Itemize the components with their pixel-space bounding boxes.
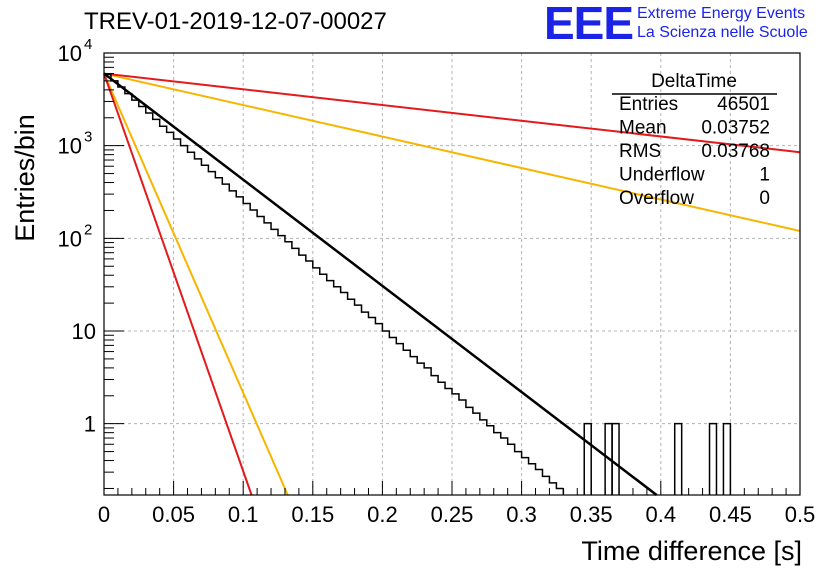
- y-tick-label: 10: [58, 226, 82, 251]
- chart-title: TREV-01-2019-12-07-00027: [84, 8, 387, 35]
- histogram-bin: [583, 422, 592, 495]
- y-tick-exponent: 2: [84, 221, 92, 238]
- x-tick-label: 0.5: [785, 502, 816, 527]
- y-tick-label: 10: [72, 319, 96, 344]
- x-tick-label: 0.25: [431, 502, 474, 527]
- reference-lines: [103, 72, 801, 496]
- yellow-line: [103, 73, 289, 496]
- eee-logo: EEE: [544, 0, 634, 49]
- stats-label: Mean: [619, 118, 667, 139]
- histogram-bin: [611, 422, 620, 495]
- x-axis-ticks: 0 0.05 0.1 0.15 0.2 0.25 0.3 0.35 0.4 0.45 0.5: [98, 481, 815, 527]
- x-tick-label: 0.2: [367, 502, 398, 527]
- stats-label: Underflow: [619, 165, 705, 186]
- y-tick-label: 1: [84, 412, 96, 437]
- stats-value: 46501: [717, 94, 770, 115]
- x-tick-label: 0.35: [570, 502, 613, 527]
- x-tick-label: 0.4: [646, 502, 677, 527]
- x-tick-label: 0.3: [506, 502, 537, 527]
- stats-value: 0.03752: [701, 118, 770, 139]
- stats-value: 1: [759, 165, 770, 186]
- red-line: [103, 73, 253, 496]
- yellow-line: [103, 72, 801, 232]
- logo-line-2: La Scienza nelle Scuole: [637, 24, 808, 41]
- x-tick-label: 0.15: [291, 502, 334, 527]
- histogram-bin: [673, 422, 683, 495]
- histogram-steps: [104, 73, 564, 490]
- x-tick-label: 0.05: [152, 502, 195, 527]
- x-axis-label: Time difference [s]: [581, 536, 802, 566]
- red-line: [103, 72, 801, 154]
- histogram-bin: [708, 422, 718, 495]
- stats-box: DeltaTime Entries 46501 Mean 0.03752 RMS 0.03…: [612, 71, 777, 209]
- y-tick-label: 10: [58, 134, 82, 159]
- y-tick-exponent: 3: [84, 129, 92, 146]
- stats-label: RMS: [619, 141, 661, 162]
- fit-line-segment: [103, 72, 658, 496]
- stats-label: Entries: [619, 94, 678, 115]
- stats-value: 0: [759, 188, 770, 209]
- fit-line: [103, 72, 658, 496]
- y-tick-exponent: 4: [84, 36, 92, 53]
- x-tick-label: 0: [98, 502, 110, 527]
- histogram-bin: [722, 422, 732, 495]
- x-tick-label: 0.45: [709, 502, 752, 527]
- x-tick-label: 0.1: [228, 502, 259, 527]
- stats-title: DeltaTime: [651, 71, 737, 92]
- grid-lines: [104, 53, 800, 495]
- stats-value: 0.03768: [701, 141, 770, 162]
- stats-label: Overflow: [619, 188, 694, 209]
- logo-line-1: Extreme Energy Events: [637, 5, 806, 22]
- y-axis-label: Entries/bin: [10, 114, 40, 242]
- y-tick-label: 10: [58, 41, 82, 66]
